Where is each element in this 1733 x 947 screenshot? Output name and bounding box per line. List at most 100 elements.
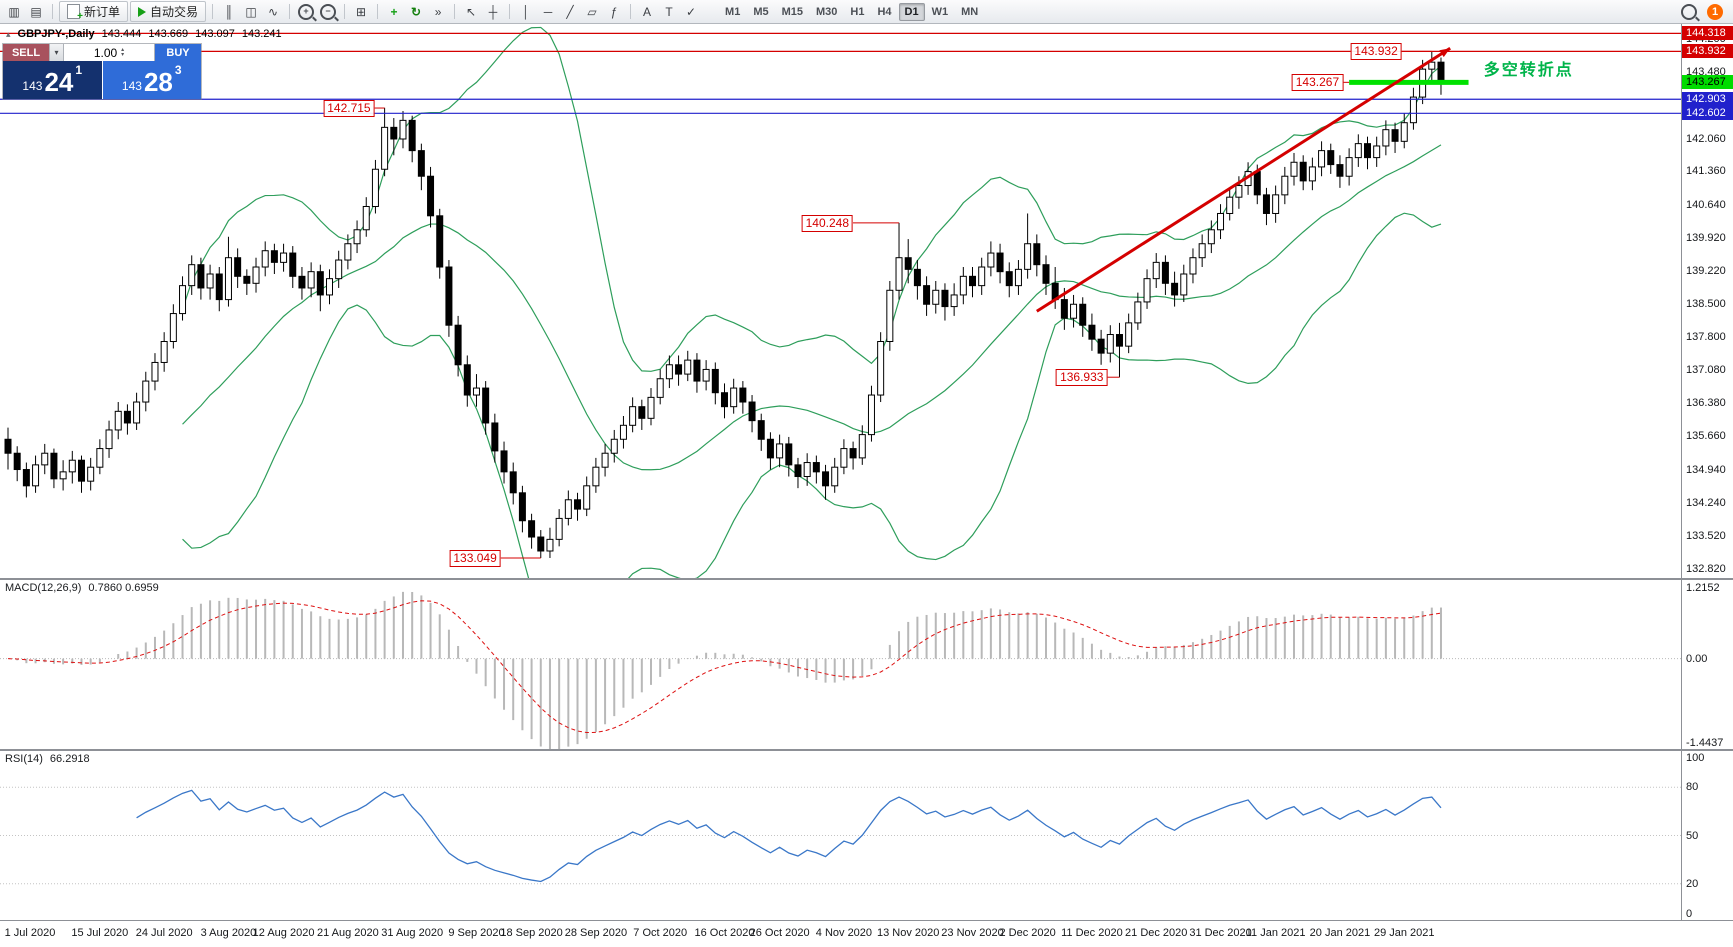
date-axis-label: 7 Oct 2020 (633, 927, 688, 939)
arrows-icon[interactable]: ✓ (686, 4, 697, 19)
date-axis-label: 23 Nov 2020 (941, 927, 1004, 939)
date-axis-label: 18 Sep 2020 (500, 927, 563, 939)
macd-axis[interactable]: 1.2152 0.00 -1.4437 (1681, 580, 1733, 749)
new-chart-icon[interactable]: ▥ (8, 4, 20, 19)
rsi-pane[interactable]: RSI(14) 66.2918 (0, 751, 1681, 920)
bollinger-middle-band (182, 144, 1442, 471)
trade-panel-options-chevron-icon[interactable]: ▾ (49, 44, 64, 61)
chart-shift-icon[interactable]: » (434, 4, 442, 19)
timeframe-w1[interactable]: W1 (931, 5, 949, 18)
date-axis-label: 11 Dec 2020 (1061, 927, 1123, 939)
price-callout-136933[interactable]: 136.933 (1056, 369, 1108, 387)
text-label-icon[interactable]: T (665, 4, 673, 19)
price-axis-label: 139.220 (1686, 264, 1726, 277)
price-chart-pane[interactable]: ▴ GBPJPY-,Daily 143.444 143.669 143.097 … (0, 24, 1681, 578)
sell-price-main: 143 (22, 79, 43, 93)
tile-windows-icon[interactable]: ⊞ (356, 4, 367, 19)
timeframe-d1[interactable]: D1 (898, 2, 925, 21)
sell-price-button[interactable]: 143 24 1 (3, 61, 102, 99)
new-order-button[interactable]: + 新订单 (59, 1, 129, 22)
toolbar-separator (377, 4, 379, 19)
turning-point-annotation[interactable]: 多空转折点 (1483, 62, 1574, 80)
timeframe-h4[interactable]: H4 (877, 5, 892, 18)
rsi-value: 66.2918 (49, 753, 90, 765)
vertical-line-icon[interactable]: │ (522, 4, 530, 19)
chart-window: ▴ GBPJPY-,Daily 143.444 143.669 143.097 … (0, 24, 1733, 947)
rsi-axis-label: 0 (1686, 908, 1693, 920)
rsi-axis-label: 50 (1686, 829, 1699, 842)
search-icon[interactable] (1679, 2, 1699, 21)
price-axis-label: 132.820 (1686, 562, 1726, 575)
timeframe-m5[interactable]: M5 (753, 5, 769, 18)
price-axis-label: 133.520 (1686, 530, 1726, 543)
timeframe-h1[interactable]: H1 (850, 5, 865, 18)
date-axis-label: 11 Jan 2021 (1245, 927, 1306, 939)
profiles-icon[interactable]: ▤ (30, 4, 42, 19)
timeframe-m30[interactable]: M30 (816, 5, 838, 18)
price-callout-133049[interactable]: 133.049 (449, 550, 501, 568)
panel-collapse-icon[interactable]: ▴ (6, 28, 11, 39)
zoom-in-icon[interactable]: + (296, 2, 316, 21)
date-axis-label: 15 Jul 2020 (71, 927, 129, 939)
buy-button[interactable]: BUY (155, 44, 201, 61)
date-axis-label: 21 Dec 2020 (1125, 927, 1188, 939)
macd-axis-label: 1.2152 (1686, 581, 1720, 594)
price-axis-label: 137.800 (1686, 330, 1726, 343)
pane-separator[interactable] (0, 578, 1733, 580)
macd-pane[interactable]: MACD(12,26,9) 0.7860 0.6959 (0, 580, 1681, 749)
equidistant-channel-icon[interactable]: ▱ (587, 4, 597, 19)
price-chart[interactable] (0, 24, 1681, 578)
auto-scroll-icon[interactable]: ↻ (411, 4, 422, 19)
symbol-header: ▴ GBPJPY-,Daily 143.444 143.669 143.097 … (6, 28, 282, 40)
lot-size-stepper[interactable]: ▴ ▾ (121, 46, 125, 58)
horizontal-line-icon[interactable]: ─ (543, 4, 553, 19)
toolbar-separator (212, 4, 214, 19)
timeframe-mn[interactable]: MN (961, 5, 979, 18)
autotrading-button[interactable]: 自动交易 (130, 1, 207, 22)
rsi-indicator[interactable] (0, 751, 1681, 920)
text-icon[interactable]: A (643, 4, 652, 19)
macd-label: MACD(12,26,9) 0.7860 0.6959 (5, 582, 159, 594)
buy-price-button[interactable]: 143 28 3 (102, 61, 201, 99)
candlestick-chart-icon[interactable]: ◫ (245, 4, 257, 19)
price-axis[interactable]: 144.200143.480142.060141.360140.640139.9… (1681, 24, 1733, 578)
pane-separator[interactable] (0, 749, 1733, 751)
date-axis-label: 13 Nov 2020 (877, 927, 940, 939)
trend-arrow[interactable] (1036, 46, 1451, 313)
price-axis-label: 140.640 (1686, 198, 1726, 211)
price-callout-142715[interactable]: 142.715 (323, 100, 375, 118)
date-axis-label: 9 Sep 2020 (448, 927, 505, 939)
line-chart-icon[interactable]: ∿ (268, 4, 279, 19)
price-axis-tag-143932: 143.932 (1682, 44, 1733, 59)
lot-size-input[interactable]: 1.00 ▴ ▾ (64, 44, 155, 61)
price-callout-143932[interactable]: 143.932 (1350, 43, 1402, 61)
rsi-axis[interactable]: 100 80 50 20 0 (1681, 751, 1733, 920)
macd-axis-label: -1.4437 (1686, 736, 1724, 749)
date-axis-label: 2 Dec 2020 (999, 927, 1056, 939)
time-axis[interactable]: 1 Jul 2020 15 Jul 2020 24 Jul 2020 3 Aug 20… (0, 920, 1733, 947)
play-icon (138, 6, 147, 17)
lot-size-value: 1.00 (93, 45, 118, 60)
cursor-icon[interactable]: ↖ (466, 4, 477, 19)
date-axis-label: 4 Nov 2020 (815, 927, 873, 939)
fibonacci-icon[interactable]: ƒ (610, 4, 618, 19)
zoom-out-icon[interactable]: − (318, 2, 338, 21)
timeframe-m15[interactable]: M15 (781, 5, 803, 18)
symbol-period-label: GBPJPY-,Daily (17, 28, 95, 40)
bar-chart-icon[interactable]: ║ (224, 4, 234, 19)
trendline-icon[interactable]: ╱ (566, 4, 574, 19)
ohlc-low: 143.097 (195, 28, 235, 40)
date-axis-label: 12 Aug 2020 (252, 927, 315, 939)
price-callout-140248[interactable]: 140.248 (801, 214, 854, 232)
price-axis-label: 139.920 (1686, 232, 1726, 245)
macd-indicator[interactable] (0, 580, 1681, 749)
stepper-down-icon[interactable]: ▾ (121, 51, 125, 58)
notification-badge[interactable]: 1 (1707, 3, 1723, 20)
sell-button[interactable]: SELL (3, 44, 49, 61)
price-callout-143267[interactable]: 143.267 (1291, 74, 1344, 92)
timeframe-m1[interactable]: M1 (725, 5, 741, 18)
indicators-icon[interactable]: + (390, 4, 398, 19)
stepper-up-icon[interactable]: ▴ (121, 46, 125, 53)
date-axis-label: 31 Dec 2020 (1189, 927, 1252, 939)
crosshair-icon[interactable]: ┼ (488, 4, 498, 19)
